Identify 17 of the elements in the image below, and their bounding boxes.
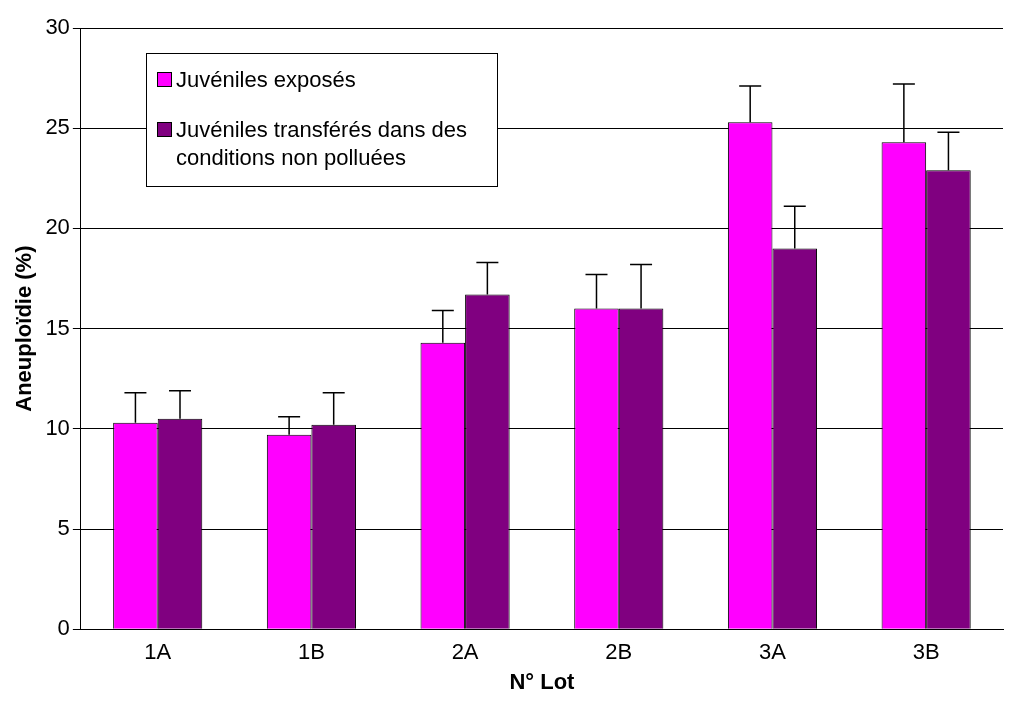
x-tick-label: 2B [605,639,633,665]
y-tick-label: 25 [45,114,70,140]
x-axis-title: N° Lot [509,668,576,694]
y-tick-label: 30 [45,14,70,40]
x-tick-label: 1A [144,639,172,665]
y-tick-label: 10 [45,414,70,440]
x-tick-label: 2A [451,639,479,665]
y-axis-title: Aneuploïdie (%) [11,245,37,412]
x-tick-label: 3A [759,639,787,665]
y-tick-label: 0 [57,615,70,641]
y-tick-label: 5 [57,515,70,541]
legend-label: Juvéniles exposés [176,66,356,94]
x-tick-label: 1B [297,639,325,665]
y-tick-label: 20 [45,214,70,240]
y-tick-label: 15 [45,314,70,340]
x-tick-label: 3B [912,639,940,665]
legend-label: Juvéniles transférés dans des conditions non polluées [176,116,469,172]
